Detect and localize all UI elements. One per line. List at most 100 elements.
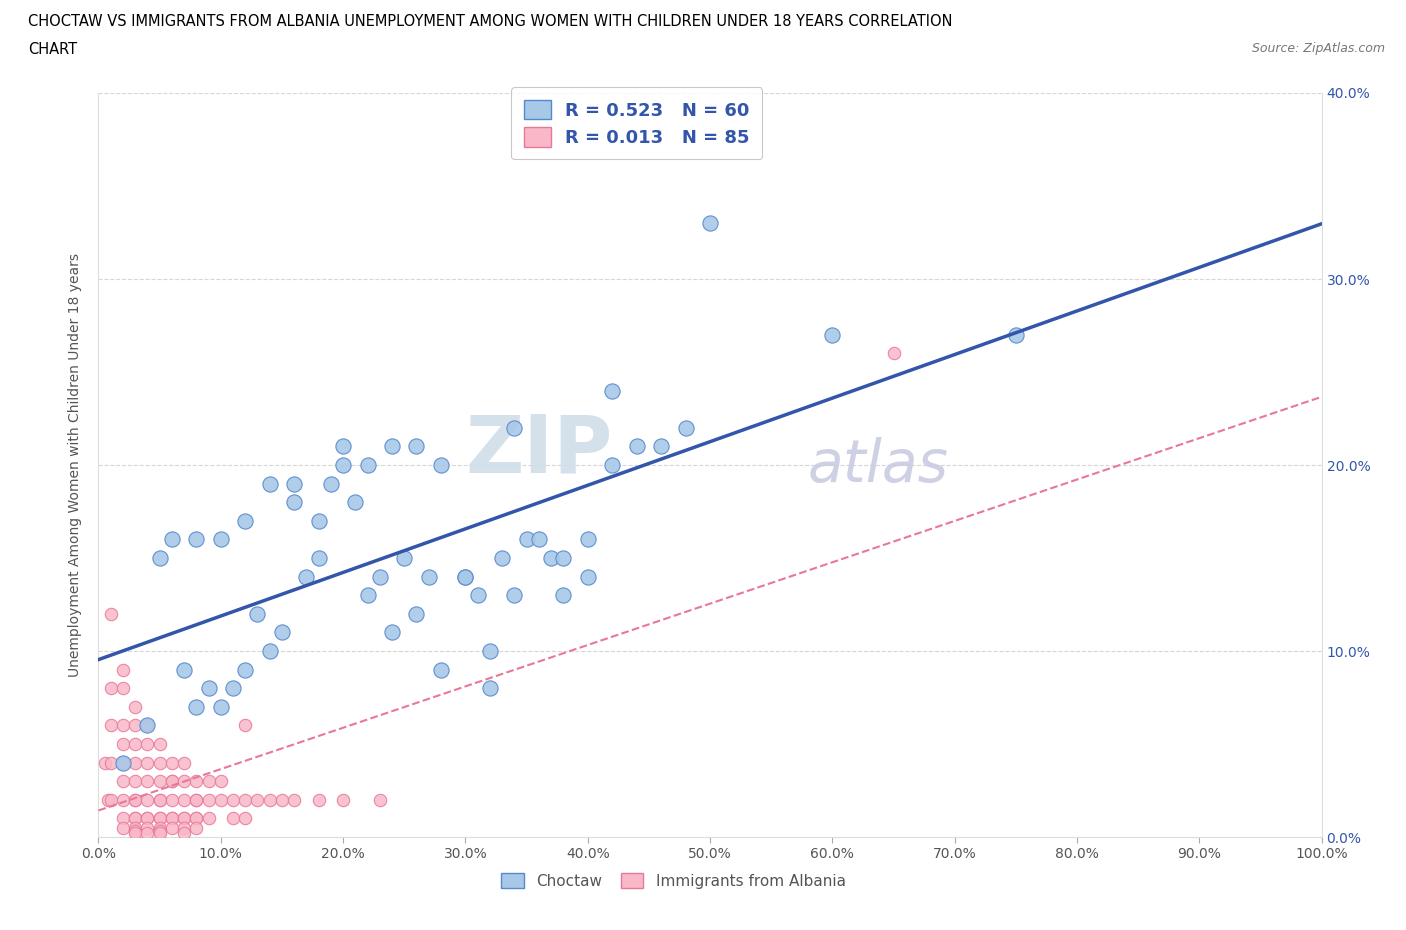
Point: [111, 820, 134, 835]
Point: [332, 792, 354, 807]
Point: [111, 681, 134, 696]
Point: [160, 532, 183, 547]
Point: [553, 551, 575, 565]
Point: [186, 811, 208, 826]
Point: [136, 755, 159, 770]
Point: [186, 792, 208, 807]
Point: [160, 811, 183, 826]
Point: [136, 792, 159, 807]
Point: [173, 811, 195, 826]
Point: [124, 792, 146, 807]
Point: [478, 644, 501, 658]
Point: [259, 476, 281, 491]
Point: [136, 811, 159, 826]
Point: [111, 774, 134, 789]
Point: [111, 718, 134, 733]
Point: [430, 662, 453, 677]
Point: [197, 792, 219, 807]
Point: [124, 718, 146, 733]
Point: [246, 792, 269, 807]
Point: [111, 811, 134, 826]
Point: [100, 792, 122, 807]
Point: [186, 820, 208, 835]
Point: [149, 551, 172, 565]
Point: [111, 755, 134, 770]
Point: [576, 569, 599, 584]
Point: [319, 476, 342, 491]
Point: [405, 606, 427, 621]
Point: [308, 551, 330, 565]
Point: [270, 792, 294, 807]
Point: [283, 792, 305, 807]
Point: [283, 495, 305, 510]
Legend: Choctaw, Immigrants from Albania: Choctaw, Immigrants from Albania: [494, 865, 853, 897]
Point: [295, 569, 318, 584]
Point: [515, 532, 537, 547]
Point: [308, 513, 330, 528]
Point: [527, 532, 550, 547]
Point: [149, 824, 172, 839]
Point: [821, 327, 844, 342]
Point: [186, 532, 208, 547]
Point: [626, 439, 648, 454]
Point: [405, 439, 427, 454]
Point: [100, 606, 122, 621]
Point: [149, 755, 172, 770]
Point: [308, 792, 330, 807]
Point: [100, 681, 122, 696]
Point: [124, 824, 146, 839]
Point: [111, 737, 134, 751]
Point: [332, 439, 354, 454]
Point: [675, 420, 697, 435]
Point: [149, 792, 172, 807]
Point: [186, 811, 208, 826]
Point: [160, 755, 183, 770]
Point: [93, 755, 115, 770]
Point: [186, 792, 208, 807]
Point: [381, 625, 404, 640]
Point: [503, 588, 526, 603]
Point: [283, 476, 305, 491]
Point: [1004, 327, 1026, 342]
Point: [332, 458, 354, 472]
Point: [111, 792, 134, 807]
Point: [454, 569, 477, 584]
Point: [344, 495, 367, 510]
Point: [467, 588, 489, 603]
Point: [160, 792, 183, 807]
Point: [600, 383, 623, 398]
Point: [246, 606, 269, 621]
Point: [430, 458, 453, 472]
Point: [160, 774, 183, 789]
Point: [883, 346, 905, 361]
Point: [600, 458, 623, 472]
Point: [186, 699, 208, 714]
Point: [233, 513, 256, 528]
Point: [186, 774, 208, 789]
Point: [111, 662, 134, 677]
Point: [100, 755, 122, 770]
Text: CHOCTAW VS IMMIGRANTS FROM ALBANIA UNEMPLOYMENT AMONG WOMEN WITH CHILDREN UNDER : CHOCTAW VS IMMIGRANTS FROM ALBANIA UNEMP…: [28, 14, 953, 29]
Point: [209, 792, 232, 807]
Point: [173, 792, 195, 807]
Point: [100, 718, 122, 733]
Point: [124, 774, 146, 789]
Point: [124, 792, 146, 807]
Point: [209, 699, 232, 714]
Point: [149, 737, 172, 751]
Point: [491, 551, 513, 565]
Point: [368, 792, 391, 807]
Point: [124, 826, 146, 841]
Point: [356, 458, 378, 472]
Point: [136, 718, 159, 733]
Point: [149, 792, 172, 807]
Point: [160, 811, 183, 826]
Point: [233, 662, 256, 677]
Point: [553, 588, 575, 603]
Point: [233, 811, 256, 826]
Point: [136, 811, 159, 826]
Point: [149, 820, 172, 835]
Point: [197, 811, 219, 826]
Point: [259, 644, 281, 658]
Point: [368, 569, 391, 584]
